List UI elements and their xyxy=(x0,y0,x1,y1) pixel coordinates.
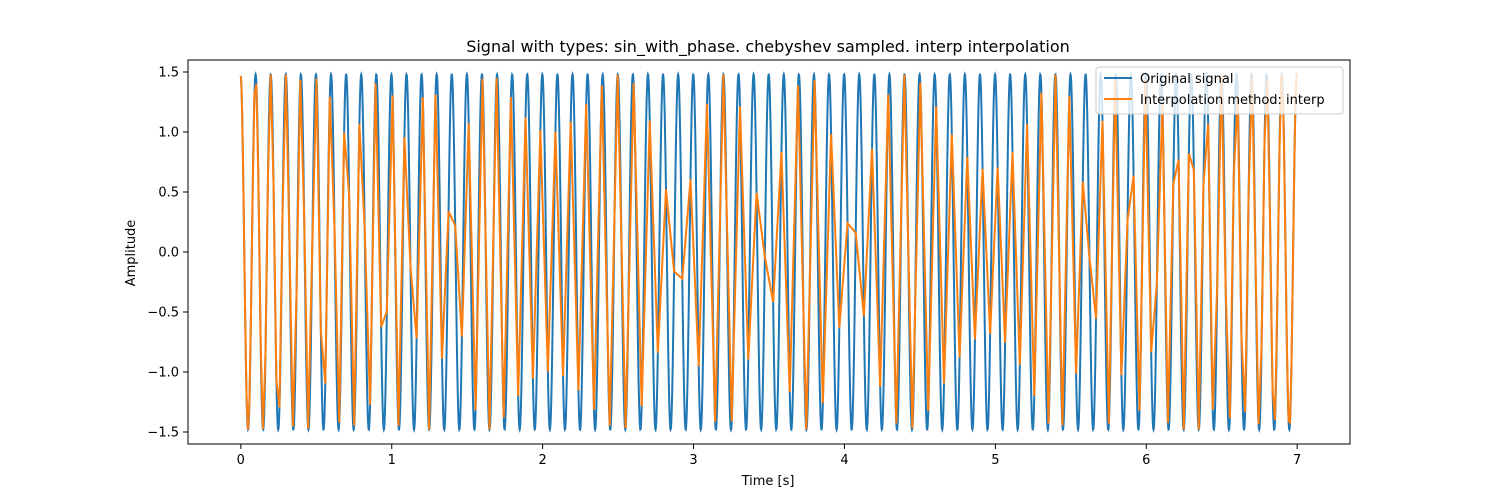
x-axis-label: Time [s] xyxy=(741,474,795,489)
x-tick-label: 7 xyxy=(1293,453,1301,468)
x-tick-label: 0 xyxy=(237,453,245,468)
series-line-interpolation xyxy=(239,72,1299,430)
x-tick-label: 3 xyxy=(689,453,697,468)
legend-box xyxy=(1095,66,1344,115)
x-tick-label: 5 xyxy=(991,453,999,468)
y-tick-label: −0.5 xyxy=(147,306,179,321)
y-tick-label: −1.5 xyxy=(147,426,179,441)
legend-entry-label: Original signal xyxy=(1140,72,1233,87)
legend: Original signal Interpolation method: int… xyxy=(1095,66,1344,115)
x-tick-label: 4 xyxy=(840,453,848,468)
y-axis-label: Amplitude xyxy=(124,220,139,287)
x-tick-label: 2 xyxy=(538,453,546,468)
x-tick-label: 1 xyxy=(388,453,396,468)
y-tick-label: 1.0 xyxy=(158,126,179,141)
y-tick-label: −1.0 xyxy=(147,366,179,381)
chart-title: Signal with types: sin_with_phase. cheby… xyxy=(466,37,1070,57)
legend-entry-label: Interpolation method: interp xyxy=(1140,93,1325,108)
y-tick-label: 0.0 xyxy=(158,246,179,261)
y-tick-label: 0.5 xyxy=(158,186,179,201)
plot-area: 0 1 2 3 4 5 6 7 −1.5 −1.0 −0.5 0.0 0.5 1.0 1.5 xyxy=(147,59,1351,468)
y-tick-label: 1.5 xyxy=(158,66,179,81)
x-tick-label: 6 xyxy=(1142,453,1150,468)
